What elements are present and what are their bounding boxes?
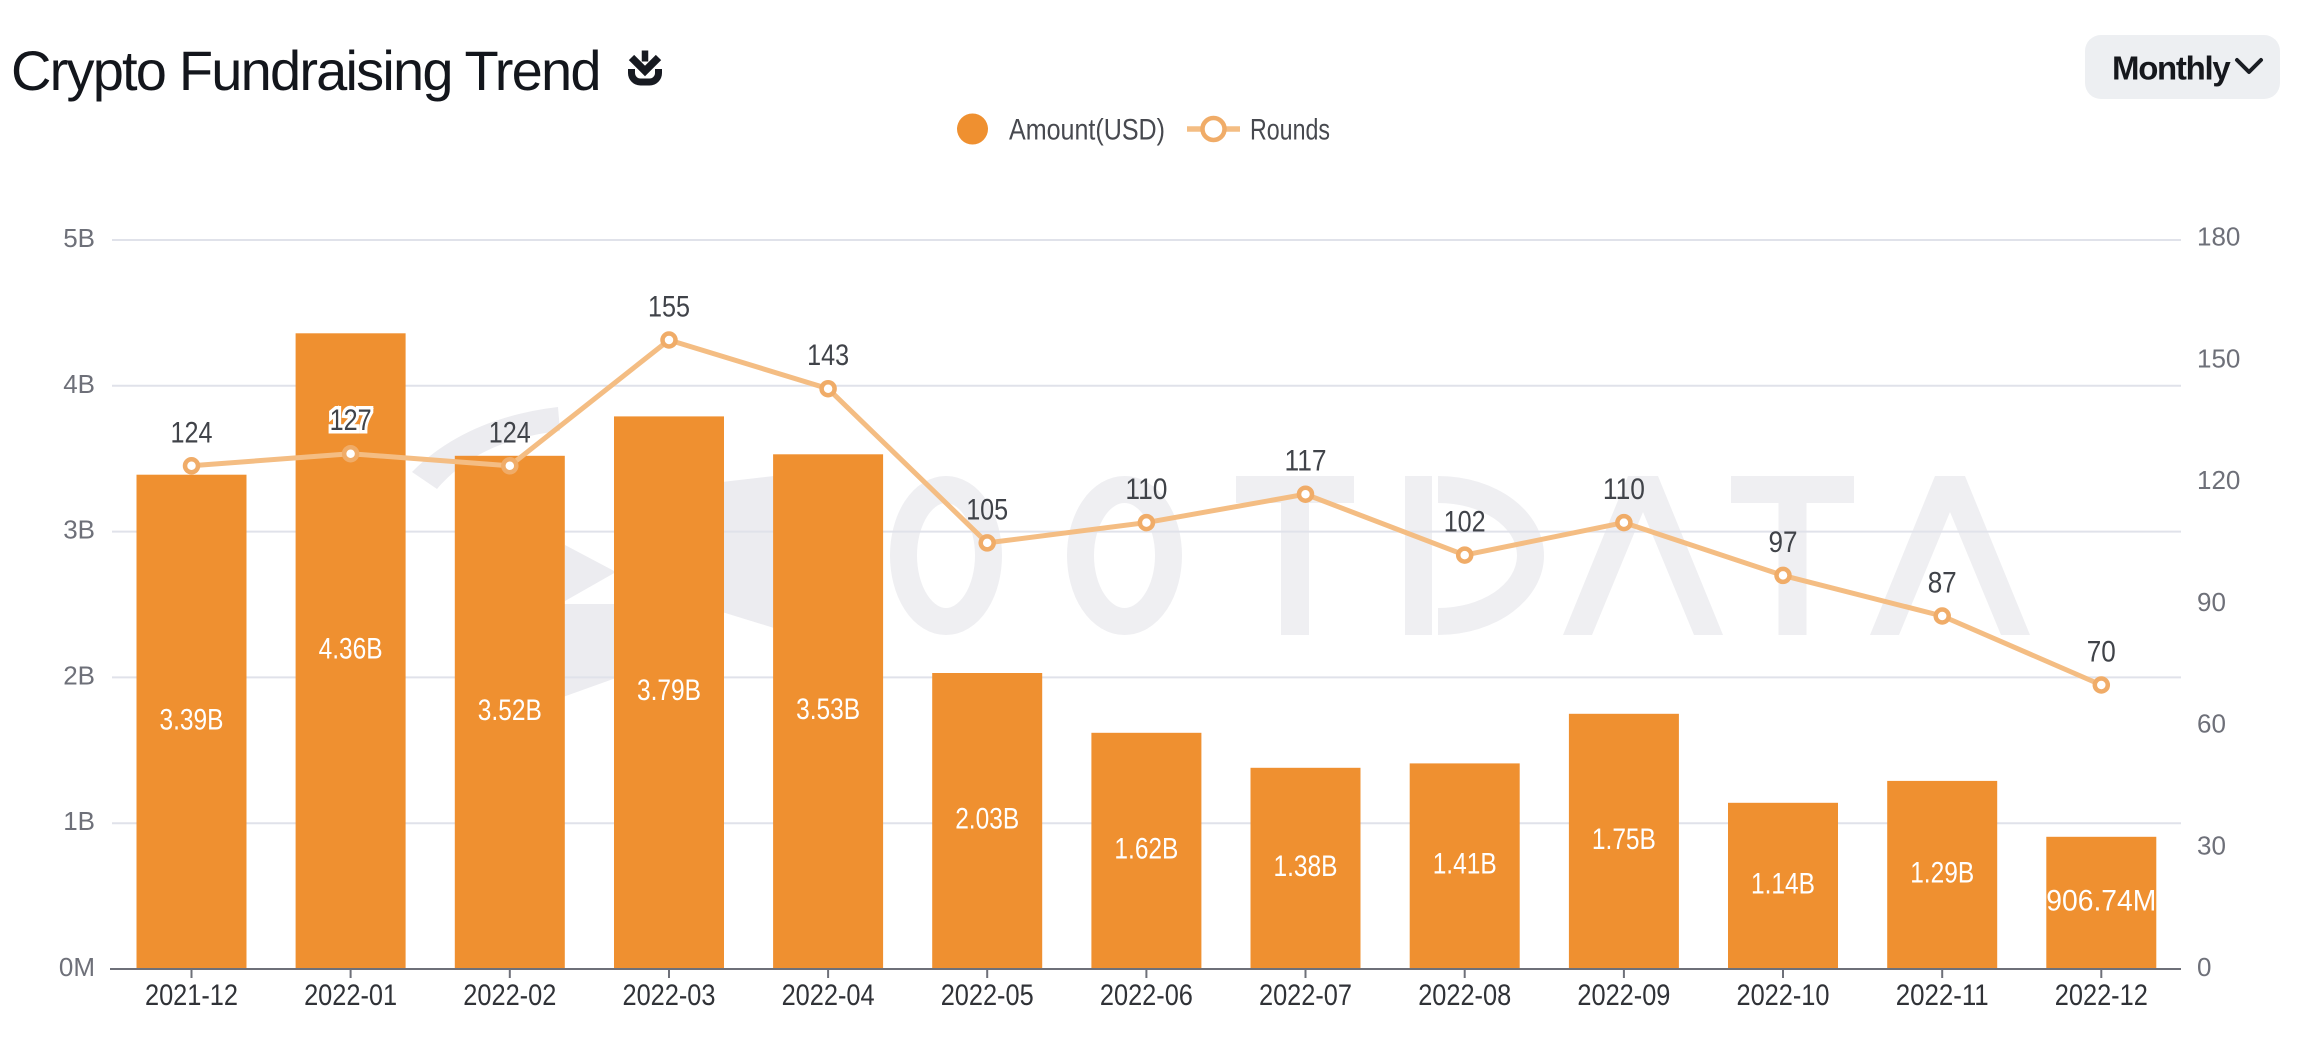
svg-text:87: 87: [1928, 567, 1957, 600]
svg-text:60: 60: [2197, 709, 2226, 739]
svg-text:2022-09: 2022-09: [1577, 979, 1670, 1012]
svg-text:1.14B: 1.14B: [1751, 867, 1815, 900]
svg-text:1.29B: 1.29B: [1910, 857, 1974, 890]
svg-text:5B: 5B: [63, 223, 95, 253]
svg-text:2.03B: 2.03B: [955, 803, 1019, 836]
svg-text:90: 90: [2197, 587, 2226, 617]
svg-text:120: 120: [2197, 465, 2240, 495]
svg-text:4B: 4B: [63, 369, 95, 399]
svg-text:2022-02: 2022-02: [463, 979, 556, 1012]
svg-text:2022-12: 2022-12: [2055, 979, 2148, 1012]
svg-text:143: 143: [807, 339, 849, 372]
svg-text:906.74M: 906.74M: [2046, 884, 2156, 917]
svg-text:2022-10: 2022-10: [1737, 979, 1830, 1012]
svg-text:124: 124: [489, 416, 531, 449]
svg-text:3B: 3B: [63, 515, 95, 545]
svg-text:180: 180: [2197, 222, 2240, 252]
svg-text:2B: 2B: [63, 660, 95, 690]
svg-text:97: 97: [1769, 526, 1798, 559]
svg-text:0M: 0M: [59, 952, 95, 982]
svg-text:1.38B: 1.38B: [1274, 850, 1338, 883]
svg-text:3.53B: 3.53B: [796, 693, 860, 726]
svg-text:2022-08: 2022-08: [1418, 979, 1511, 1012]
svg-text:150: 150: [2197, 343, 2240, 373]
svg-text:Rounds: Rounds: [1250, 114, 1330, 147]
svg-text:0: 0: [2197, 952, 2211, 982]
svg-text:105: 105: [966, 493, 1008, 526]
svg-text:1.75B: 1.75B: [1592, 823, 1656, 856]
svg-text:2022-06: 2022-06: [1100, 979, 1193, 1012]
svg-text:2022-01: 2022-01: [304, 979, 397, 1012]
svg-text:3.52B: 3.52B: [478, 694, 542, 727]
svg-text:102: 102: [1444, 506, 1486, 539]
svg-text:3.39B: 3.39B: [160, 703, 224, 736]
svg-text:2022-05: 2022-05: [941, 979, 1034, 1012]
svg-text:124: 124: [171, 416, 213, 449]
svg-text:2021-12: 2021-12: [145, 979, 238, 1012]
svg-text:70: 70: [2087, 636, 2116, 669]
svg-text:2022-03: 2022-03: [623, 979, 716, 1012]
svg-text:155: 155: [648, 291, 690, 324]
svg-text:4.36B: 4.36B: [319, 633, 383, 666]
svg-text:30: 30: [2197, 830, 2226, 860]
svg-text:1.41B: 1.41B: [1433, 848, 1497, 881]
svg-text:Amount(USD): Amount(USD): [1009, 114, 1165, 147]
svg-text:2022-07: 2022-07: [1259, 979, 1352, 1012]
svg-text:127: 127: [330, 404, 372, 437]
svg-text:110: 110: [1603, 473, 1645, 506]
svg-text:2022-11: 2022-11: [1896, 979, 1989, 1012]
svg-text:1B: 1B: [63, 806, 95, 836]
svg-text:110: 110: [1125, 473, 1167, 506]
svg-text:2022-04: 2022-04: [782, 979, 875, 1012]
svg-text:3.79B: 3.79B: [637, 674, 701, 707]
svg-text:1.62B: 1.62B: [1114, 832, 1178, 865]
svg-text:117: 117: [1285, 445, 1327, 478]
